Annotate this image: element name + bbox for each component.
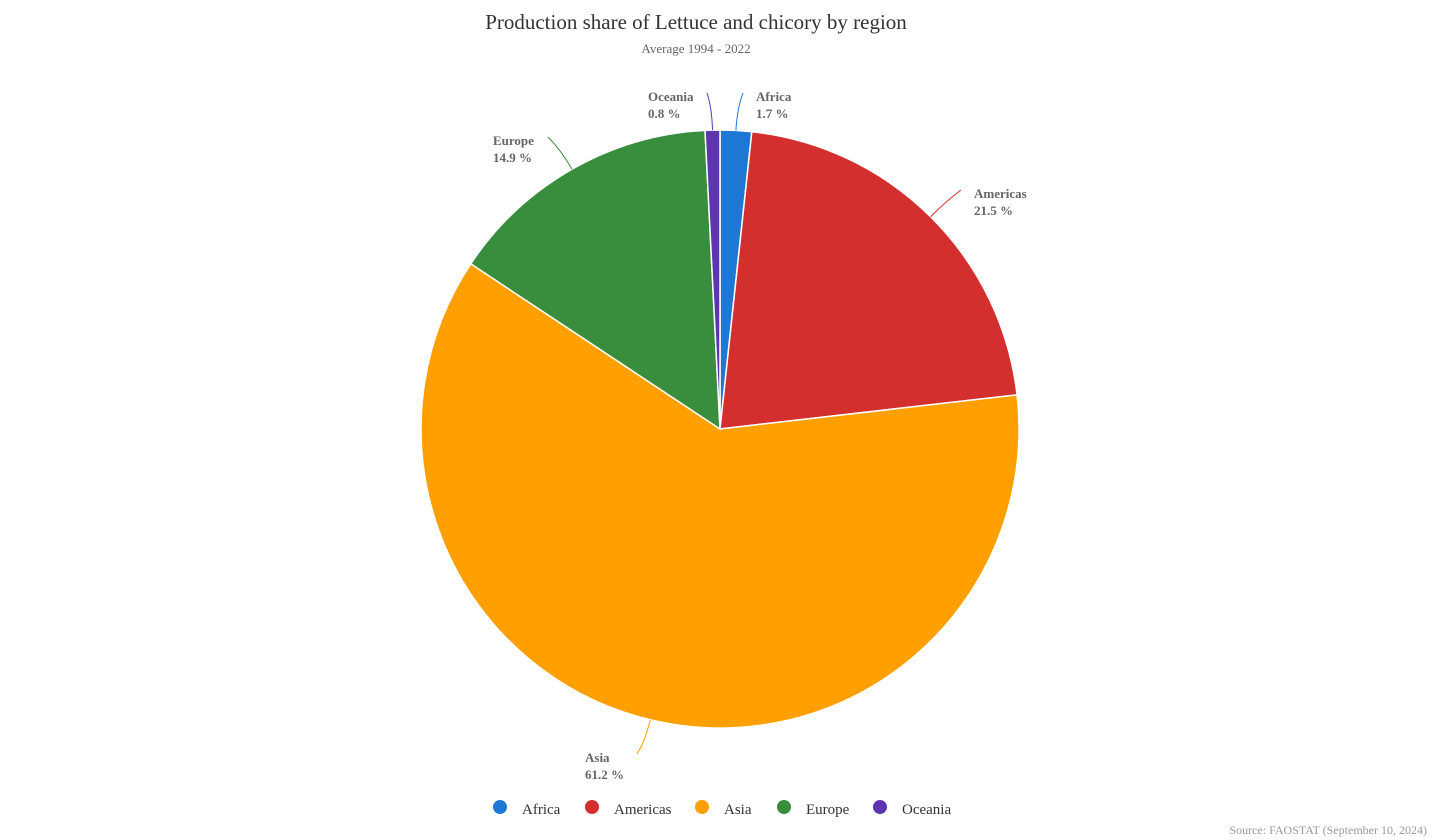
connector-americas: [930, 189, 962, 218]
data-label-value-asia: 61.2 %: [585, 767, 624, 782]
connector-europe: [547, 136, 573, 170]
data-label-name-asia: Asia: [585, 750, 610, 765]
legend-marker-oceania: [873, 800, 887, 814]
legend-marker-africa: [493, 800, 507, 814]
legend-label-oceania: Oceania: [902, 802, 951, 818]
chart-subtitle: Average 1994 - 2022: [641, 41, 750, 56]
data-label-value-oceania: 0.8 %: [648, 106, 681, 121]
data-label-value-europe: 14.9 %: [493, 150, 532, 165]
source-credit: Source: FAOSTAT (September 10, 2024): [1229, 823, 1427, 837]
data-label-value-americas: 21.5 %: [974, 203, 1013, 218]
data-labels: Africa 1.7 % Americas 21.5 % Asia 61.2 % Europ…: [493, 89, 1027, 782]
pie-slice-oceania[interactable]: [704, 129, 721, 430]
legend-label-asia: Asia: [724, 802, 752, 818]
legend-label-americas: Americas: [614, 802, 672, 818]
legend-item-asia[interactable]: Asia: [695, 800, 752, 818]
connector-africa: [735, 92, 744, 131]
pie-slices: [420, 129, 1020, 729]
legend-item-europe[interactable]: Europe: [777, 800, 850, 818]
legend-marker-americas: [585, 800, 599, 814]
legend-label-europe: Europe: [806, 802, 850, 818]
pie-slice-americas[interactable]: [719, 130, 1018, 430]
data-label-name-europe: Europe: [493, 133, 534, 148]
pie-slice-asia[interactable]: [420, 262, 1020, 729]
data-label-name-africa: Africa: [756, 89, 792, 104]
legend-label-africa: Africa: [522, 802, 561, 818]
data-label-value-africa: 1.7 %: [756, 106, 789, 121]
legend-marker-europe: [777, 800, 791, 814]
legend: Africa Americas Asia Europe Oceania: [493, 800, 951, 818]
chart-title: Production share of Lettuce and chicory …: [485, 10, 907, 34]
legend-item-africa[interactable]: Africa: [493, 800, 561, 818]
data-label-name-americas: Americas: [974, 186, 1027, 201]
legend-marker-asia: [695, 800, 709, 814]
legend-item-oceania[interactable]: Oceania: [873, 800, 951, 818]
connector-oceania: [706, 92, 713, 131]
connector-asia: [636, 719, 651, 755]
legend-item-americas[interactable]: Americas: [585, 800, 672, 818]
data-label-name-oceania: Oceania: [648, 89, 694, 104]
